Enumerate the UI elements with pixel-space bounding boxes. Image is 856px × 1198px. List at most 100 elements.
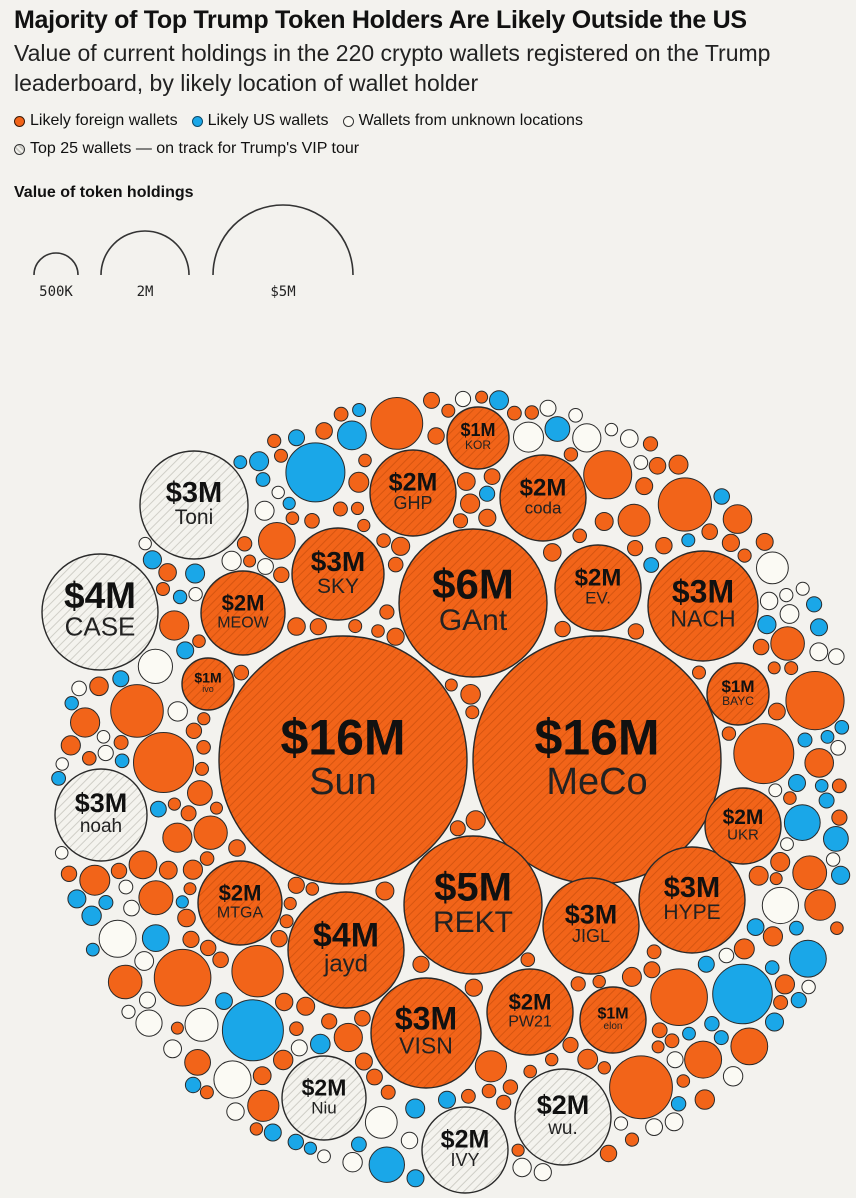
wallet-bubble-small-144: [779, 604, 800, 624]
wallet-bubble-small-106: [633, 455, 649, 470]
wallet-bubble-small-84: [479, 485, 496, 502]
wallet-bubble-small-249: [454, 390, 472, 408]
wallet-bubble-small-95: [748, 865, 769, 886]
wallet-bubble-small-292: [475, 390, 489, 404]
bubble-name-label: MeCo: [546, 761, 647, 803]
wallet-bubble-small-149: [380, 1084, 396, 1100]
wallet-bubble-small-153: [789, 920, 804, 936]
bubble-name-label: NACH: [670, 606, 735, 632]
bubble-value-label: $1M: [194, 670, 221, 686]
wallet-bubble-small-110: [113, 735, 129, 750]
wallet-bubble-small-34: [135, 1009, 163, 1037]
wallet-bubble-small-235: [200, 939, 217, 957]
wallet-bubble-small-3: [231, 945, 284, 998]
wallet-bubble-small-223: [721, 726, 737, 741]
wallet-bubble-small-133: [620, 429, 639, 448]
size-label-2m: 2M: [137, 284, 154, 300]
wallet-bubble-small-142: [357, 518, 371, 533]
wallet-bubble-small-0: [583, 450, 633, 500]
wallet-bubble-small-137: [85, 942, 100, 957]
bubble-value-label: $2M: [537, 1090, 590, 1120]
wallet-bubble-small-230: [170, 1021, 184, 1035]
bubble-circle: [647, 550, 759, 662]
bubble-name-label: jayd: [323, 951, 368, 978]
wallet-bubble-small-33: [804, 748, 835, 778]
bubble-name-label: REKT: [433, 906, 513, 939]
wallet-bubble-small-26: [184, 1007, 219, 1042]
wallet-bubble-small-131: [545, 1052, 559, 1067]
bubble-circle: [369, 449, 457, 537]
wallet-bubble-small-86: [371, 624, 385, 638]
wallet-bubble-small-57: [180, 805, 197, 822]
bubble-value-label: $2M: [219, 881, 262, 906]
wallet-bubble-small-175: [524, 405, 539, 420]
bubble-value-label: $2M: [389, 468, 438, 496]
wallet-bubble-small-14: [162, 822, 193, 853]
size-legend: 500K 2M $5M: [33, 204, 354, 300]
wallet-bubble-small-228: [358, 453, 372, 468]
bubble-circle: [579, 986, 647, 1054]
wallet-bubble-small-163: [196, 740, 211, 755]
wallet-bubble-small-59: [304, 513, 320, 529]
wallet-bubble-small-2: [110, 684, 164, 738]
wallet-bubble-small-278: [138, 536, 152, 551]
legend-item-top25: Top 25 wallets — on track for Trump's VI…: [14, 140, 359, 158]
wallet-bubble-small-115: [348, 619, 363, 634]
wallet-bubble-small-140: [158, 563, 177, 582]
wallet-bubble-small-32: [783, 804, 821, 841]
wallet-bubble-small-20: [684, 1040, 723, 1079]
wallet-bubble-small-211: [797, 732, 813, 748]
wallet-bubble-small-65: [249, 451, 270, 472]
bubble-name-label: HYPE: [663, 901, 720, 924]
wallet-bubble-small-290: [597, 1061, 611, 1075]
wallet-bubble-small-288: [192, 634, 206, 649]
bubble-name-label: GHP: [393, 493, 432, 513]
bubble-value-label: $2M: [575, 564, 622, 591]
wallet-bubble-small-90: [737, 548, 752, 563]
wallet-bubble-small-23: [247, 1089, 280, 1122]
wallet-bubble-small-94: [694, 1089, 715, 1110]
wallet-bubble-small-296: [502, 1079, 519, 1095]
bubble-circle: [554, 544, 642, 632]
wallet-bubble-small-200: [221, 550, 242, 572]
wallet-bubble-small-295: [354, 1010, 371, 1027]
wallet-bubble-small-269: [768, 783, 783, 798]
wallet-bubble-small-151: [489, 390, 509, 411]
wallet-bubble-small-54: [172, 589, 188, 605]
wallet-bubble-small-248: [273, 566, 290, 583]
wallet-bubble-small-101: [767, 661, 781, 675]
wallet-bubble-small-287: [54, 846, 69, 860]
wallet-bubble-small-30: [70, 707, 101, 738]
wallet-bubble-small-161: [158, 860, 178, 880]
wallet-bubble-small-224: [285, 511, 300, 526]
wallet-bubble-small-55: [790, 992, 807, 1009]
wallet-bubble-small-265: [333, 406, 349, 422]
wallet-bubble-small-112: [461, 1088, 476, 1104]
legend-item-unknown: Wallets from unknown locations: [342, 112, 583, 130]
wallet-bubble-small-206: [746, 918, 765, 936]
wallet-bubble-small-58: [185, 722, 203, 739]
wallet-bubble-small-78: [627, 540, 644, 557]
wallet-bubble-small-118: [342, 1152, 363, 1173]
wallet-bubble-small-284: [270, 930, 288, 948]
wallet-bubble-small-120: [167, 701, 188, 722]
wallet-bubble-small-31: [722, 504, 753, 534]
wallet-bubble-small-259: [511, 1143, 525, 1157]
wallet-bubble-small-246: [123, 899, 140, 917]
bubble-value-label: $4M: [313, 916, 379, 954]
wallet-bubble-small-11: [785, 671, 845, 731]
wallet-bubble-small-268: [249, 1122, 264, 1136]
wallet-bubble-small-42: [187, 780, 213, 806]
wallet-bubble-small-250: [834, 720, 850, 735]
wallet-bubble-small-205: [769, 872, 783, 886]
wallet-bubble-small-162: [287, 1133, 304, 1151]
bubble-circle: [197, 860, 283, 946]
bubble-value-label: $16M: [534, 709, 659, 765]
wallet-bubble-small-203: [305, 882, 320, 896]
wallet-bubble-small-270: [121, 1004, 136, 1019]
